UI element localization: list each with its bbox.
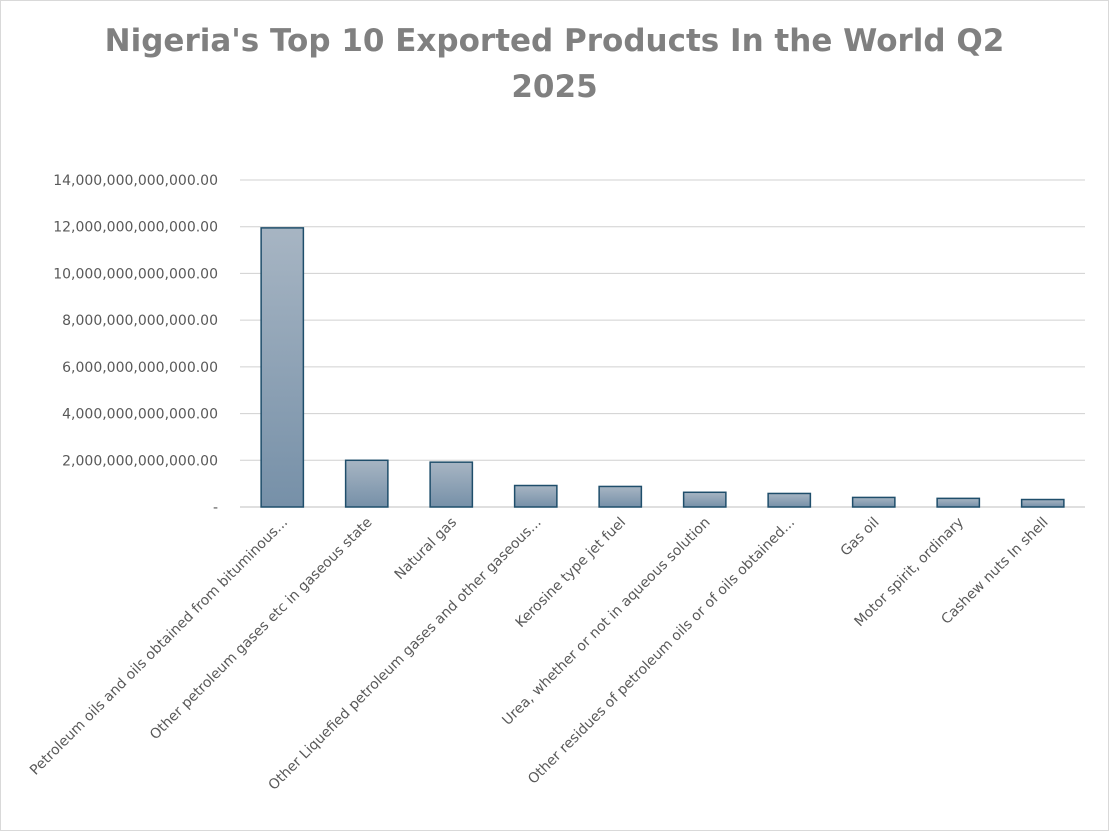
- x-tick-label: Gas oil: [838, 515, 883, 560]
- y-tick-label: 10,000,000,000,000.00: [53, 266, 218, 282]
- bar: [344, 459, 389, 508]
- x-axis-ticks: Petroleum oils and oils obtained from bi…: [27, 515, 1052, 794]
- bar: [682, 491, 727, 508]
- y-tick-label: 2,000,000,000,000.00: [62, 453, 218, 469]
- bars: [260, 227, 1065, 508]
- gridlines: [240, 179, 1085, 508]
- chart-title-line-2: 2025: [511, 69, 598, 105]
- x-tick-label: Natural gas: [392, 515, 460, 583]
- y-tick-label: 12,000,000,000,000.00: [53, 220, 218, 236]
- y-tick-label: 6,000,000,000,000.00: [62, 360, 218, 376]
- bar: [1020, 498, 1065, 508]
- x-tick-label: Other Liquefied petroleum gases and othe…: [266, 515, 545, 794]
- bar: [598, 485, 643, 508]
- chart-title: Nigeria's Top 10 Exported Products In th…: [0, 18, 1109, 110]
- bar: [429, 461, 474, 508]
- y-tick-label: 14,000,000,000,000.00: [53, 173, 218, 189]
- bar: [936, 497, 981, 508]
- bar: [260, 227, 305, 508]
- chart-title-line-1: Nigeria's Top 10 Exported Products In th…: [104, 23, 1005, 59]
- y-axis-ticks: - 2,000,000,000,000.00 4,000,000,000,000.0…: [53, 173, 218, 516]
- bar: [767, 492, 812, 508]
- bar: [513, 484, 558, 508]
- y-tick-label: -: [213, 500, 218, 516]
- bar: [851, 496, 896, 508]
- y-tick-label: 4,000,000,000,000.00: [62, 407, 218, 423]
- y-tick-label: 8,000,000,000,000.00: [62, 313, 218, 329]
